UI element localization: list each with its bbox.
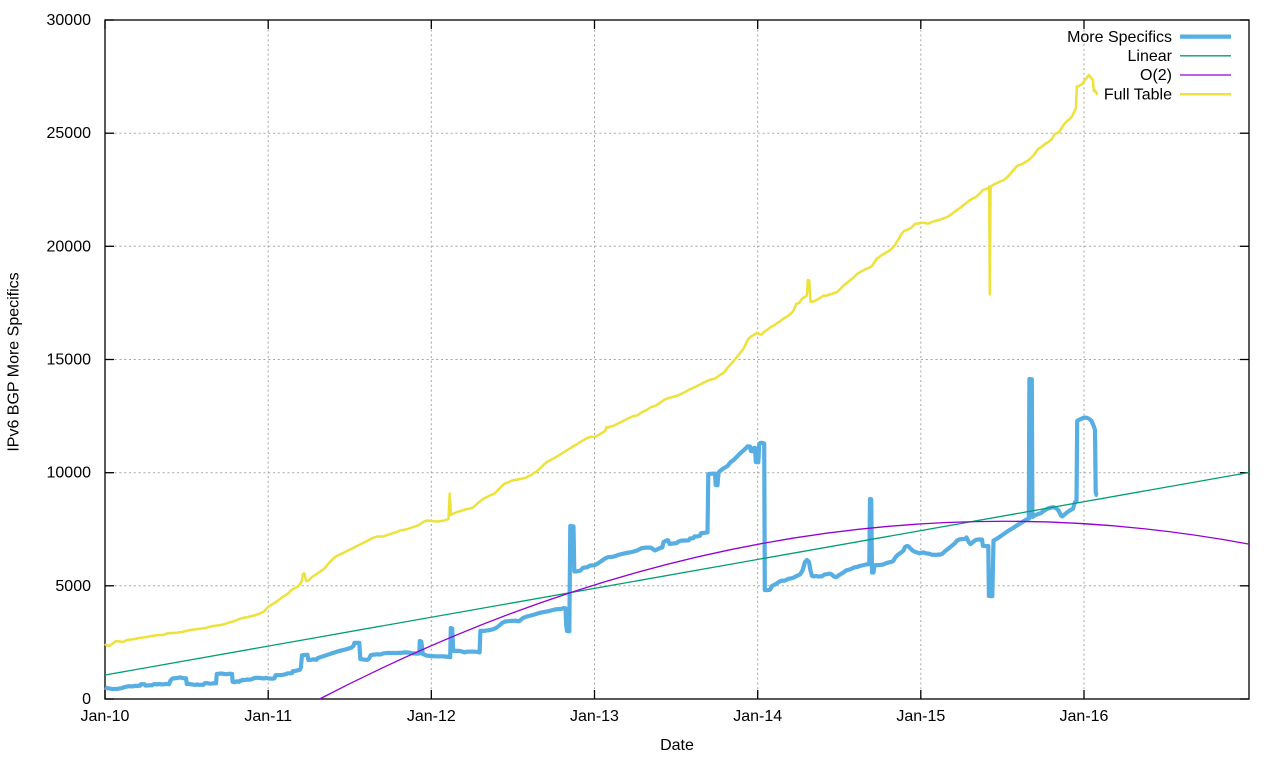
svg-text:0: 0 — [82, 691, 91, 708]
svg-text:Linear: Linear — [1128, 48, 1173, 65]
svg-text:Jan-14: Jan-14 — [733, 708, 782, 725]
svg-text:30000: 30000 — [47, 12, 92, 29]
svg-text:Full Table: Full Table — [1104, 86, 1172, 103]
svg-text:10000: 10000 — [47, 465, 92, 482]
svg-text:Jan-11: Jan-11 — [244, 708, 292, 725]
svg-text:15000: 15000 — [47, 352, 92, 369]
svg-text:Jan-12: Jan-12 — [407, 708, 456, 725]
svg-text:Jan-16: Jan-16 — [1060, 708, 1109, 725]
svg-text:25000: 25000 — [47, 125, 92, 142]
svg-text:20000: 20000 — [47, 238, 92, 255]
svg-text:IPv6 BGP More Specifics: IPv6 BGP More Specifics — [6, 272, 23, 451]
svg-text:Jan-10: Jan-10 — [81, 708, 130, 725]
svg-text:Date: Date — [660, 737, 694, 754]
svg-text:More Specifics: More Specifics — [1067, 29, 1172, 46]
svg-text:Jan-15: Jan-15 — [896, 708, 945, 725]
svg-text:5000: 5000 — [55, 578, 91, 595]
svg-text:Jan-13: Jan-13 — [570, 708, 619, 725]
svg-text:O(2): O(2) — [1140, 67, 1172, 84]
